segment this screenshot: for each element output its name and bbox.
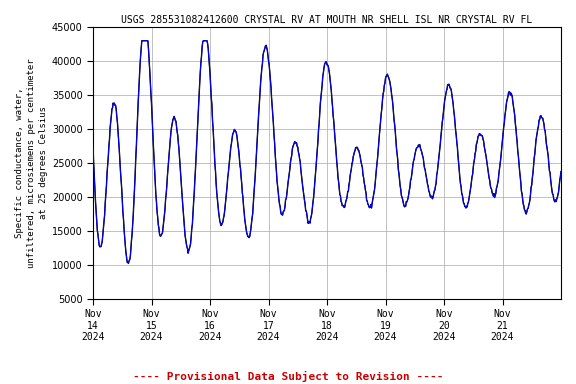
Y-axis label: Specific conductance, water,
unfiltered, microsiemens per centimeter
at 25 degre: Specific conductance, water, unfiltered,… bbox=[15, 58, 48, 268]
Text: ---- Provisional Data Subject to Revision ----: ---- Provisional Data Subject to Revisio… bbox=[132, 371, 444, 382]
Title: USGS 285531082412600 CRYSTAL RV AT MOUTH NR SHELL ISL NR CRYSTAL RV FL: USGS 285531082412600 CRYSTAL RV AT MOUTH… bbox=[122, 15, 533, 25]
